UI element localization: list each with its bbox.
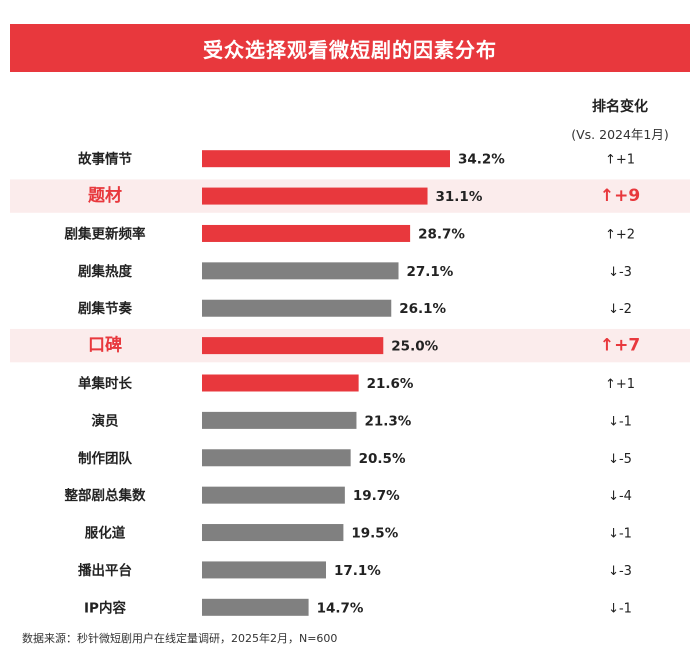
value-label: 17.1% — [334, 563, 381, 579]
rank-change: ↓-1 — [608, 414, 632, 429]
category-label: 服化道 — [85, 525, 126, 542]
category-label: 口碑 — [88, 335, 122, 356]
rank-change: ↓-3 — [608, 564, 632, 579]
bar — [202, 411, 357, 429]
bar — [202, 299, 392, 317]
category-label: 剧集更新频率 — [65, 225, 146, 242]
value-label: 20.5% — [359, 451, 406, 467]
category-label: IP内容 — [84, 599, 126, 616]
value-label: 21.3% — [364, 413, 411, 429]
bar — [202, 524, 344, 542]
rank-change: ↑+2 — [605, 227, 635, 242]
value-label: 19.7% — [353, 488, 400, 504]
rank-change: ↑+9 — [600, 186, 640, 206]
rank-change: ↓-2 — [608, 302, 632, 317]
category-label: 剧集热度 — [78, 263, 132, 280]
rank-change: ↓-3 — [608, 265, 632, 280]
category-label: 剧集节奏 — [78, 300, 132, 317]
rank-change: ↓-5 — [608, 452, 632, 467]
bar — [202, 337, 384, 355]
bar — [202, 187, 428, 205]
rank-change: ↑+1 — [605, 153, 635, 168]
category-label: 单集时长 — [78, 375, 132, 392]
bar — [202, 374, 359, 392]
value-label: 27.1% — [407, 264, 454, 280]
value-label: 14.7% — [317, 600, 364, 616]
rank-change: ↑+1 — [605, 377, 635, 392]
value-label: 25.0% — [391, 339, 438, 355]
source-note: 数据来源：秒针微短剧用户在线定量调研，2025年2月，N=600 — [22, 632, 338, 645]
bar — [202, 262, 399, 280]
category-label: 题材 — [88, 185, 122, 206]
bar — [202, 598, 309, 616]
bar — [202, 150, 450, 168]
category-label: 制作团队 — [78, 450, 132, 467]
value-label: 31.1% — [436, 189, 483, 205]
chart-title: 受众选择观看微短剧的因素分布 — [10, 24, 690, 72]
category-label: 故事情节 — [78, 151, 132, 168]
rank-change-header: 排名变化 — [592, 99, 648, 115]
value-label: 28.7% — [418, 226, 465, 242]
category-label: 整部剧总集数 — [65, 487, 146, 504]
value-label: 34.2% — [458, 152, 505, 168]
value-label: 26.1% — [399, 301, 446, 317]
value-label: 19.5% — [351, 526, 398, 542]
bar — [202, 486, 345, 504]
category-label: 播出平台 — [78, 562, 132, 579]
rank-change: ↓-1 — [608, 527, 632, 542]
bar — [202, 449, 351, 467]
rank-change: ↓-1 — [608, 601, 632, 616]
category-label: 演员 — [92, 412, 119, 429]
rank-change: ↑+7 — [600, 336, 640, 356]
value-label: 21.6% — [367, 376, 414, 392]
rank-change-subheader: (Vs. 2024年1月) — [571, 127, 669, 142]
rank-change: ↓-4 — [608, 489, 632, 504]
bar — [202, 561, 326, 579]
bar — [202, 224, 411, 242]
